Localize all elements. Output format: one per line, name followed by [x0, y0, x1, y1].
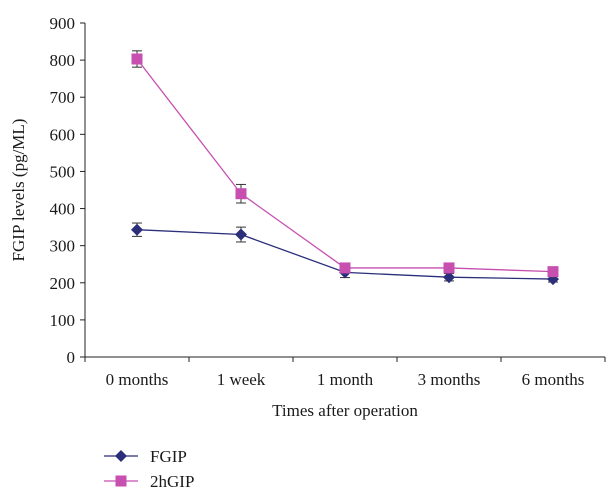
series-fgip: [131, 222, 559, 286]
point-2hgip: [443, 262, 455, 274]
legend-marker-2hgip: [115, 475, 127, 487]
y-tick-label: 800: [50, 51, 76, 70]
x-axis-title: Times after operation: [272, 401, 418, 420]
legend: FGIP 2hGIP: [104, 447, 194, 489]
y-tick-label: 900: [50, 14, 76, 33]
point-fgip: [443, 271, 455, 284]
point-2hgip: [131, 53, 143, 65]
legend-label-2hgip: 2hGIP: [150, 472, 194, 489]
legend-label-fgip: FGIP: [150, 447, 187, 466]
y-tick-label: 0: [67, 348, 76, 367]
legend-item-fgip: FGIP: [104, 447, 187, 466]
series-2hgip: [131, 50, 559, 278]
y-tick-label: 100: [50, 311, 76, 330]
x-tick-label: 1 week: [217, 370, 266, 389]
point-2hgip: [235, 188, 247, 200]
y-tick-label: 300: [50, 237, 76, 256]
series-layer: [131, 50, 559, 286]
legend-marker-fgip: [115, 450, 127, 462]
point-fgip: [235, 228, 247, 241]
y-tick-label: 600: [50, 125, 76, 144]
point-fgip: [131, 223, 143, 236]
tick-layer: 0 100 200 300 400 500 600 700 800 900 0 months 1 we…: [50, 14, 606, 389]
point-2hgip: [339, 262, 351, 274]
x-tick-label: 6 months: [522, 370, 585, 389]
legend-item-2hgip: 2hGIP: [104, 472, 194, 489]
y-tick-label: 500: [50, 162, 76, 181]
y-tick-label: 200: [50, 274, 76, 293]
x-tick-label: 3 months: [418, 370, 481, 389]
y-axis-title: FGIP levels (pg/ML): [9, 119, 28, 262]
x-tick-label: 1 month: [317, 370, 374, 389]
series-line-2hgip: [136, 58, 554, 273]
point-2hgip: [547, 266, 559, 278]
x-tick-label: 0 months: [106, 370, 169, 389]
y-tick-label: 400: [50, 200, 76, 219]
y-tick-label: 700: [50, 88, 76, 107]
axes: [84, 23, 605, 358]
